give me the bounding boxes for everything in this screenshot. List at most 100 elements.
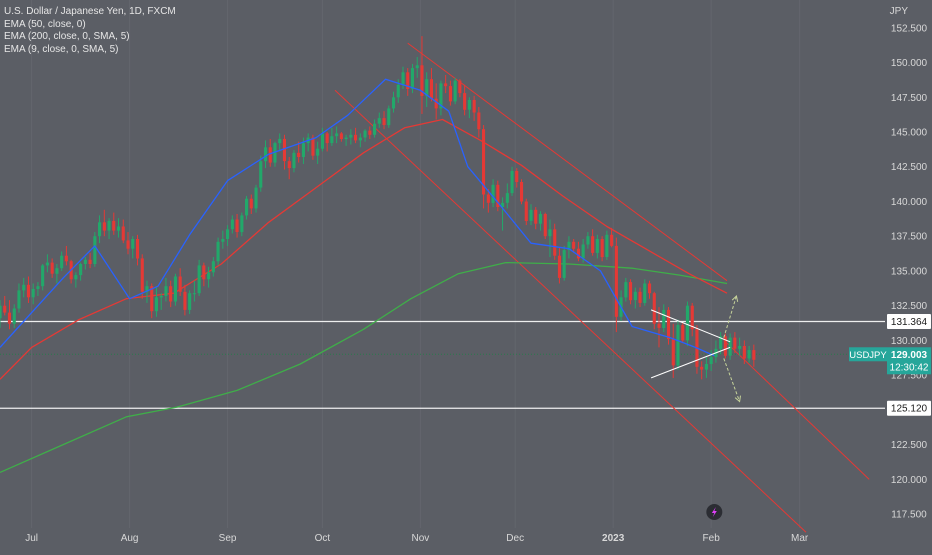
candle-body (192, 293, 196, 295)
candle-body (382, 118, 386, 125)
y-tick-label: 132.500 (891, 301, 928, 312)
candle-body (292, 152, 296, 169)
candle-body (64, 255, 68, 262)
candle-body (3, 305, 7, 313)
candle-body (83, 259, 87, 264)
candle-body (444, 83, 448, 87)
candle-body (439, 83, 443, 109)
x-tick-label: Oct (315, 533, 331, 544)
candle-body (467, 100, 471, 110)
y-tick-label: 147.500 (891, 93, 928, 104)
candle-body (301, 143, 305, 157)
candle-body (657, 323, 661, 328)
candle-body (482, 129, 486, 195)
candle-body (197, 265, 201, 294)
candle-body (107, 220, 111, 231)
last-price-tag (887, 347, 931, 375)
candle-body (98, 222, 102, 237)
candle-body (410, 68, 414, 89)
candle-body (50, 262, 54, 274)
candle-body (387, 108, 391, 126)
y-tick-label: 145.000 (891, 128, 928, 139)
x-tick-label: Aug (121, 533, 139, 544)
candle-body (140, 258, 144, 292)
x-tick-label: Mar (791, 533, 809, 544)
candle-body (112, 220, 116, 231)
candle-body (491, 184, 495, 203)
candle-body (728, 337, 732, 356)
candle-body (297, 152, 301, 157)
candle-body (121, 226, 125, 241)
candle-body (145, 286, 149, 292)
candle-body (7, 312, 11, 324)
candle-body (458, 80, 462, 94)
candle-body (235, 219, 239, 232)
candle-body (429, 79, 433, 99)
candle-body (534, 209, 538, 224)
candle-body (335, 133, 339, 137)
level-price-label: 131.364 (891, 317, 928, 328)
candle-body (553, 229, 557, 256)
candle-body (339, 133, 343, 139)
candle-body (477, 112, 481, 130)
candle-body (614, 245, 618, 317)
candle-body (747, 350, 751, 359)
candle-body (529, 209, 533, 221)
candle-body (358, 137, 362, 141)
indicator-ema-200[interactable]: EMA (200, close, 0, SMA, 5) (4, 31, 130, 42)
candle-body (401, 72, 405, 85)
candle-body (605, 234, 609, 257)
candle-body (643, 283, 647, 303)
candle-body (150, 286, 154, 312)
candle-body (230, 219, 234, 230)
candle-body (240, 215, 244, 233)
level-price-label: 125.120 (891, 404, 928, 415)
x-axis: Jul Aug Sep Oct Nov Dec 2023 Feb Mar (25, 533, 809, 544)
candle-body (79, 264, 83, 276)
candle-body (676, 325, 680, 366)
candle-body (131, 239, 135, 249)
candle-body (752, 350, 756, 360)
candle-body (102, 222, 106, 231)
candle-body (368, 130, 372, 135)
candle-body (681, 325, 685, 341)
last-price-label: 129.003 (891, 350, 928, 361)
candle-body (667, 309, 671, 340)
lightning-icon[interactable] (711, 507, 717, 517)
candle-body (557, 255, 561, 278)
candle-body (36, 286, 40, 289)
candle-body (254, 187, 258, 209)
symbol-label: USDJPY (849, 350, 887, 361)
y-tick-label: 140.000 (891, 197, 928, 208)
y-tick-label: 142.500 (891, 162, 928, 173)
countdown-label: 12:30:42 (890, 362, 929, 373)
candle-body (652, 293, 656, 324)
candle-body (501, 202, 505, 208)
candle-body (733, 337, 737, 349)
candle-body (188, 293, 192, 310)
candle-body (576, 248, 580, 259)
candle-body (173, 276, 177, 302)
indicator-ema-50[interactable]: EMA (50, close, 0) (4, 18, 86, 30)
candle-body (425, 79, 429, 96)
candle-body (311, 137, 315, 156)
candle-body (581, 244, 585, 259)
candle-body (486, 194, 490, 203)
indicator-ema-9[interactable]: EMA (9, close, 0, SMA, 5) (4, 43, 119, 55)
candle-body (22, 284, 26, 291)
candle-body (562, 250, 566, 278)
candle-body (662, 309, 666, 328)
candle-body (211, 261, 215, 273)
candle-body (164, 286, 168, 296)
breakout-arrow-up-head (731, 294, 739, 302)
candle-body (60, 255, 64, 269)
breakout-arrow-down-head (734, 395, 741, 403)
candle-body (600, 239, 604, 258)
candle-body (572, 241, 576, 249)
x-tick-label: Feb (703, 533, 721, 544)
candle-body (354, 134, 358, 141)
chart-legend: U.S. Dollar / Japanese Yen, 1D, FXCM EMA… (4, 6, 176, 56)
candle-body (282, 138, 286, 162)
